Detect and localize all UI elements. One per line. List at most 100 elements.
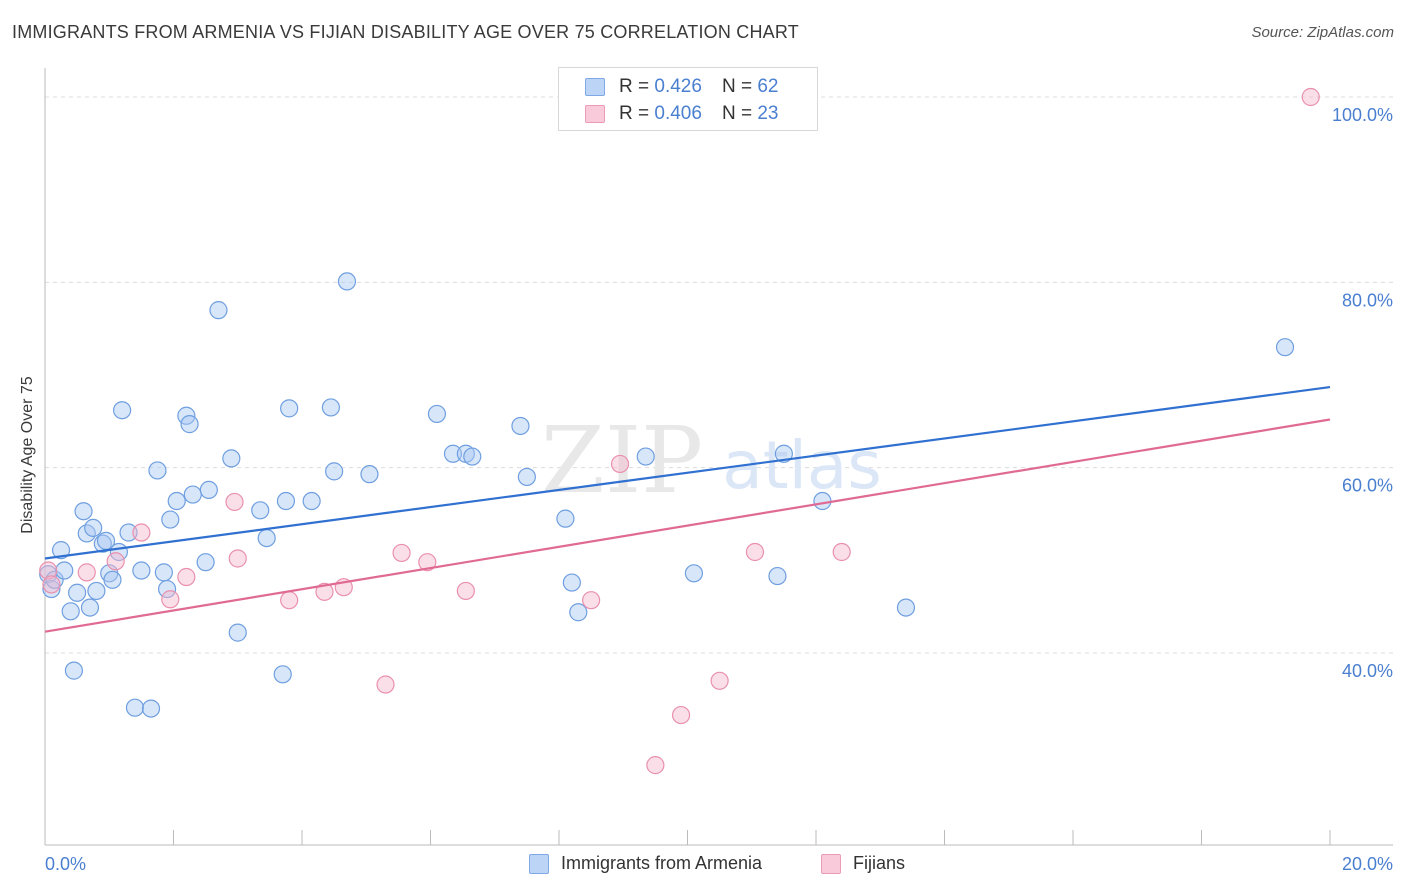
armenia-point bbox=[161, 510, 180, 529]
armenia-point bbox=[321, 398, 341, 417]
armenia-point bbox=[562, 573, 581, 592]
armenia-point bbox=[148, 461, 167, 480]
armenia-point bbox=[167, 491, 186, 511]
y-tick-label: 40.0% bbox=[1342, 661, 1393, 681]
gridlines bbox=[45, 96, 1393, 654]
fijian-point bbox=[646, 756, 665, 775]
armenia-point bbox=[228, 623, 247, 642]
legend-n-value: 62 bbox=[757, 76, 779, 97]
armenia-point bbox=[813, 491, 832, 511]
fijian-point bbox=[376, 675, 395, 694]
armenia-point bbox=[337, 272, 357, 291]
x-tick-label-max: 20.0% bbox=[1342, 854, 1393, 874]
fijian-point bbox=[280, 591, 299, 610]
armenia-point bbox=[93, 534, 112, 553]
armenia-point bbox=[196, 553, 215, 572]
legend-r-label: R = bbox=[619, 76, 650, 97]
armenia-point bbox=[80, 598, 100, 617]
fijian-point bbox=[418, 553, 437, 572]
armenia-point bbox=[84, 518, 103, 538]
fijian-point bbox=[610, 454, 630, 474]
armenia-trend-line bbox=[44, 385, 1331, 560]
armenia-point bbox=[280, 399, 299, 418]
legend-row-fijians: R = 0.406 N = 23 bbox=[585, 102, 778, 126]
y-tick-label: 60.0% bbox=[1342, 476, 1393, 496]
y-tick-label: 100.0% bbox=[1332, 105, 1393, 125]
source-label: Source: ZipAtlas.com bbox=[1251, 24, 1394, 41]
armenia-point bbox=[427, 404, 447, 424]
x-tick-label-min: 0.0% bbox=[45, 854, 86, 874]
axes bbox=[44, 68, 1393, 846]
armenia-point bbox=[119, 523, 138, 542]
armenia-point bbox=[257, 528, 276, 548]
armenia-point bbox=[154, 563, 173, 582]
pink-swatch-icon bbox=[585, 105, 605, 123]
correlation-legend: R = 0.426 N = 62 R = 0.406 N = 23 bbox=[558, 67, 818, 131]
armenia-point bbox=[302, 491, 321, 511]
fijian-point bbox=[42, 575, 61, 594]
armenia-point bbox=[896, 598, 916, 617]
legend-r-value: 0.406 bbox=[654, 103, 702, 124]
armenia-point bbox=[273, 665, 292, 684]
watermark: ZIP atlas bbox=[541, 407, 882, 514]
fijian-point bbox=[745, 542, 765, 562]
armenia-point bbox=[141, 699, 161, 718]
armenia-point bbox=[768, 566, 787, 586]
armenia-point bbox=[74, 502, 93, 521]
fijian-point bbox=[582, 591, 601, 610]
armenia-point bbox=[209, 301, 228, 320]
fijian-point bbox=[177, 567, 196, 587]
fijian-point bbox=[710, 671, 729, 690]
armenia-point bbox=[511, 416, 530, 436]
bottom-legend-armenia: Immigrants from Armenia bbox=[529, 853, 762, 874]
armenia-point bbox=[360, 465, 379, 484]
armenia-point bbox=[443, 444, 463, 463]
armenia-point bbox=[112, 401, 132, 420]
armenia-point bbox=[55, 561, 74, 580]
fijian-point bbox=[225, 492, 244, 512]
armenia-point bbox=[125, 698, 145, 717]
pink-swatch-icon bbox=[821, 853, 841, 874]
armenia-point bbox=[199, 480, 218, 500]
armenia-point bbox=[64, 661, 84, 680]
fijian-point bbox=[106, 552, 125, 571]
legend-r-label: R = bbox=[619, 103, 650, 124]
bottom-legend-fijians: Fijians bbox=[821, 853, 905, 874]
armenia-point bbox=[774, 444, 793, 463]
armenia-point bbox=[157, 579, 177, 599]
armenia-point bbox=[68, 583, 87, 602]
legend-n-label: N = bbox=[721, 76, 753, 97]
watermark-zip: ZIP bbox=[541, 407, 703, 514]
bottom-legend-label: Immigrants from Armenia bbox=[561, 853, 763, 873]
armenia-point bbox=[517, 467, 536, 487]
fijian-point bbox=[228, 549, 247, 568]
y-tick-label: 80.0% bbox=[1342, 290, 1393, 310]
armenia-point bbox=[569, 603, 588, 622]
armenia-point bbox=[61, 602, 80, 621]
fijian-point bbox=[392, 543, 411, 563]
fijian-point bbox=[1301, 87, 1320, 107]
armenia-point bbox=[132, 561, 151, 580]
bottom-legend-label: Fijians bbox=[853, 853, 906, 873]
armenia-point bbox=[251, 501, 270, 520]
armenia-point bbox=[276, 491, 296, 511]
legend-r-value: 0.426 bbox=[654, 76, 702, 97]
armenia-point bbox=[684, 564, 704, 583]
fijian-point bbox=[132, 523, 151, 542]
fijian-point bbox=[832, 542, 851, 562]
fijian-point bbox=[77, 563, 96, 582]
armenia-point bbox=[463, 447, 482, 466]
armenia-point bbox=[183, 485, 202, 504]
armenia-point bbox=[556, 509, 575, 528]
armenia-point bbox=[636, 447, 655, 466]
data-points bbox=[39, 87, 1320, 775]
fijian-point bbox=[161, 590, 180, 609]
legend-n-value: 23 bbox=[757, 103, 779, 124]
trend-lines bbox=[44, 385, 1331, 633]
fijian-trend-line bbox=[44, 418, 1331, 633]
armenia-point bbox=[51, 541, 71, 560]
fijian-point bbox=[39, 561, 58, 580]
tick-labels: 40.0% 60.0% 80.0% 100.0% 0.0% 20.0% bbox=[45, 105, 1393, 874]
armenia-point bbox=[325, 462, 344, 481]
blue-swatch-icon bbox=[529, 853, 549, 874]
